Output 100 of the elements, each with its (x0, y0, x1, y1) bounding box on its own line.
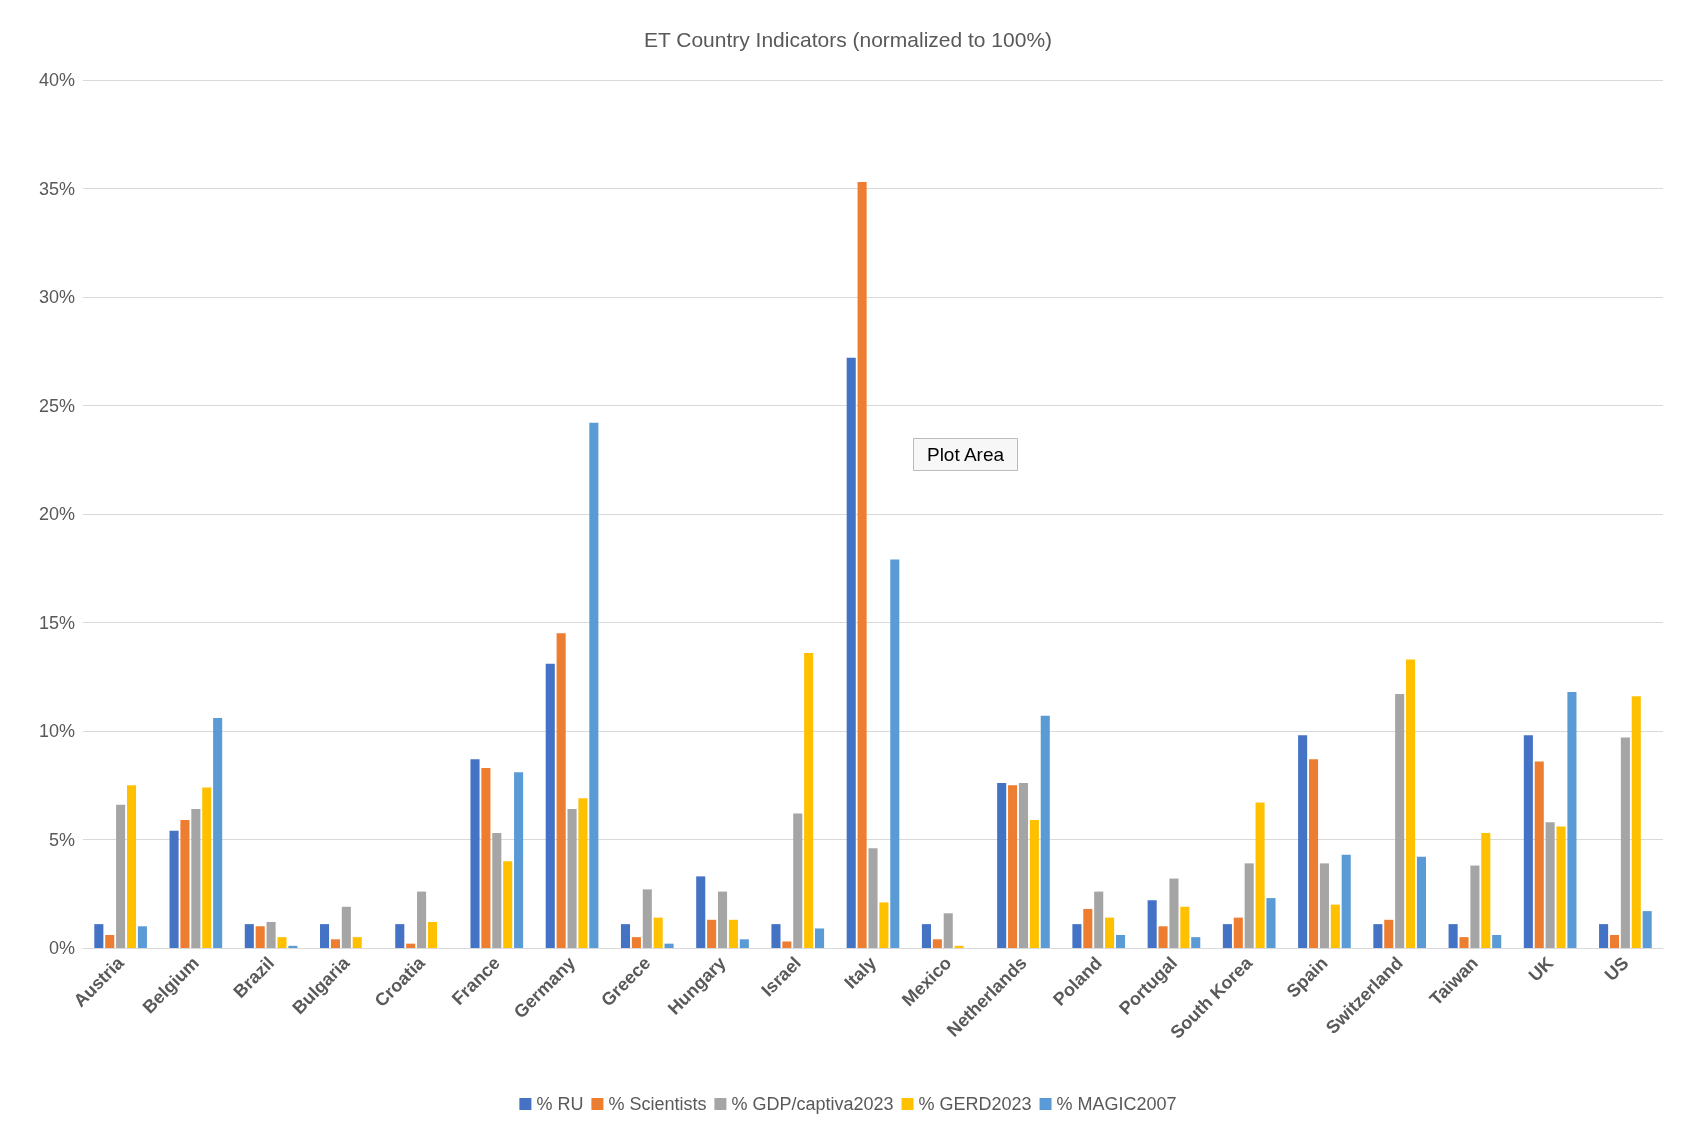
bar (642, 889, 652, 948)
bar (1094, 891, 1104, 948)
bar (631, 937, 641, 948)
bar (481, 767, 491, 948)
bar (782, 941, 792, 948)
bar (696, 876, 706, 948)
y-tick-label: 20% (38, 504, 75, 524)
bar (1105, 917, 1115, 948)
bar (1008, 785, 1018, 948)
bar (1470, 865, 1480, 948)
bar (180, 819, 190, 948)
bar (1244, 863, 1254, 948)
bar (1255, 802, 1265, 948)
bar (492, 832, 502, 948)
y-tick-label: 35% (38, 178, 75, 199)
bar (1341, 854, 1351, 948)
bar (1308, 759, 1319, 948)
bar (1642, 911, 1652, 948)
bar (288, 945, 298, 948)
y-tick-label: 40% (38, 70, 75, 90)
bar (1169, 878, 1179, 948)
bar (266, 921, 276, 948)
bar (1147, 900, 1157, 948)
bar (514, 772, 524, 948)
bar (954, 945, 964, 948)
bar (545, 663, 555, 948)
bar (1222, 924, 1232, 948)
bar (341, 906, 351, 948)
bar (717, 891, 728, 948)
bar (320, 924, 330, 948)
bar (277, 937, 287, 948)
bar (1018, 783, 1029, 948)
bar (1040, 715, 1050, 948)
bar (1298, 735, 1308, 948)
bar (728, 919, 738, 948)
bar (1233, 917, 1243, 948)
bar (1083, 908, 1093, 948)
bar (1180, 906, 1190, 948)
bar (330, 939, 340, 948)
bar (589, 422, 599, 948)
y-tick-label: 5% (48, 829, 75, 850)
bar (1266, 898, 1276, 948)
bar (1534, 761, 1544, 948)
bar (94, 924, 104, 948)
bar (664, 943, 674, 948)
bar (1523, 735, 1533, 948)
bar (1029, 819, 1039, 948)
bar (1395, 694, 1405, 948)
bar (1609, 934, 1620, 948)
bar (470, 759, 480, 948)
bar (1416, 856, 1426, 948)
bar (620, 924, 631, 948)
y-tick-label: 10% (38, 721, 75, 741)
bar (567, 809, 577, 948)
bar (653, 917, 663, 948)
bar (804, 652, 814, 948)
bar (707, 919, 717, 948)
bar (1330, 904, 1340, 948)
bar (1459, 937, 1469, 948)
bar (1115, 934, 1126, 948)
bar (202, 787, 212, 948)
bar (1448, 924, 1458, 948)
bar (846, 357, 856, 948)
bar (793, 813, 803, 948)
bar (578, 798, 588, 948)
bar (932, 939, 942, 948)
bar (739, 939, 749, 948)
bar (137, 926, 147, 948)
bar (1481, 832, 1491, 948)
bar (771, 924, 781, 948)
bar (1072, 924, 1082, 948)
bar (868, 848, 878, 948)
y-tick-label: 0% (48, 938, 75, 958)
bar (406, 943, 416, 948)
x-tick-label: US (1600, 952, 1633, 985)
bar (1406, 659, 1416, 948)
bar (1567, 691, 1577, 948)
bar (255, 926, 265, 948)
x-tick-label: UK (1524, 952, 1558, 986)
bar (1545, 822, 1555, 948)
bar (116, 804, 126, 948)
legend-label: % RU (536, 1094, 584, 1114)
bar (427, 921, 438, 948)
bar (1158, 926, 1168, 948)
bar (857, 181, 867, 948)
bar (921, 924, 931, 948)
bar (352, 937, 362, 948)
bar (879, 902, 889, 948)
legend-label: % MAGIC2007 (1056, 1094, 1177, 1114)
bar (169, 830, 179, 948)
bar (1384, 919, 1394, 948)
bar (1319, 863, 1329, 948)
y-tick-label: 15% (38, 612, 75, 633)
bar (395, 924, 405, 948)
bar (1191, 937, 1201, 948)
legend-label: % Scientists (608, 1094, 707, 1114)
legend-label: % GDP/captiva2023 (731, 1094, 894, 1114)
bar (997, 783, 1007, 948)
bar (1556, 826, 1566, 948)
bar (943, 913, 953, 948)
